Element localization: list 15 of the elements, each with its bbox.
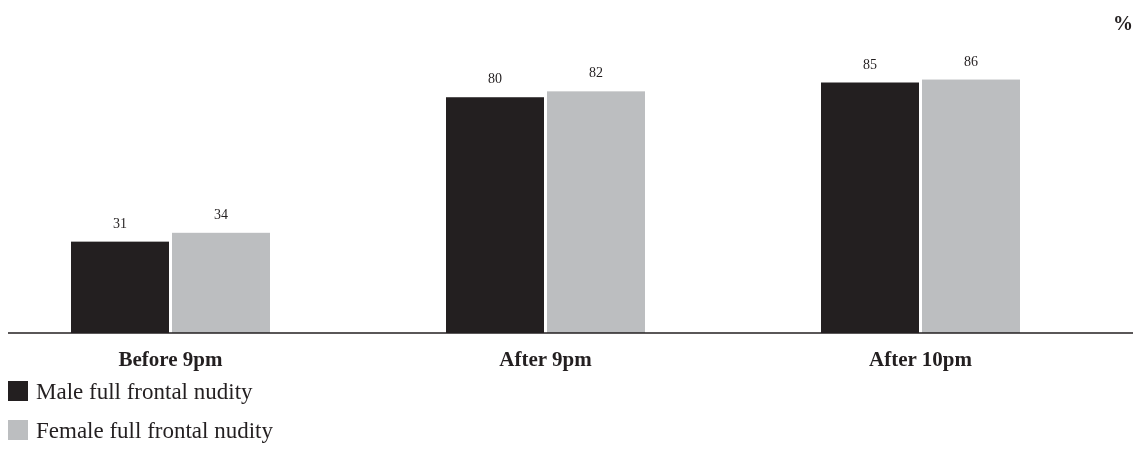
bar	[922, 79, 1020, 333]
data-label: 82	[589, 65, 603, 81]
x-tick-label: After 10pm	[869, 347, 973, 371]
data-label: 31	[113, 215, 127, 231]
legend-label: Female full frontal nudity	[36, 418, 274, 443]
x-tick-label: Before 9pm	[118, 347, 223, 371]
data-label: 34	[214, 206, 228, 222]
data-label: 85	[863, 56, 877, 72]
y-axis-title: %	[1113, 12, 1133, 34]
bar	[172, 232, 270, 333]
bar	[547, 91, 645, 333]
data-label: 80	[488, 71, 502, 87]
data-label: 86	[964, 53, 978, 69]
x-tick-label: After 9pm	[499, 347, 593, 371]
legend-label: Male full frontal nudity	[36, 379, 254, 404]
